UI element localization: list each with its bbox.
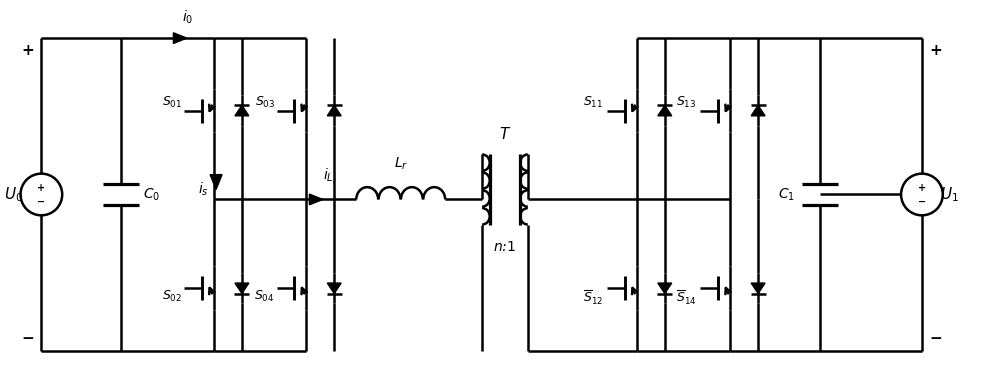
Polygon shape: [658, 283, 672, 293]
Polygon shape: [309, 194, 323, 205]
Polygon shape: [327, 105, 341, 116]
Text: $n$:$1$: $n$:$1$: [493, 240, 517, 254]
Circle shape: [901, 174, 943, 215]
Text: $i_s$: $i_s$: [198, 181, 209, 198]
Text: $U_1$: $U_1$: [940, 185, 959, 204]
Text: −: −: [918, 196, 926, 206]
Text: −: −: [929, 332, 942, 346]
Polygon shape: [210, 175, 222, 189]
Text: $i_0$: $i_0$: [182, 9, 193, 26]
Polygon shape: [235, 283, 249, 293]
Text: $S_{02}$: $S_{02}$: [162, 289, 182, 304]
Text: $S_{01}$: $S_{01}$: [162, 95, 183, 110]
Text: $C_0$: $C_0$: [143, 186, 160, 203]
Text: −: −: [21, 332, 34, 346]
Text: $C_1$: $C_1$: [778, 186, 795, 203]
Polygon shape: [751, 283, 765, 293]
Polygon shape: [235, 105, 249, 116]
Text: $S_{04}$: $S_{04}$: [254, 289, 275, 304]
Text: $\overline{S}_{12}$: $\overline{S}_{12}$: [583, 289, 603, 307]
Polygon shape: [751, 105, 765, 116]
Text: $U_0$: $U_0$: [4, 185, 23, 204]
Polygon shape: [173, 33, 187, 44]
Text: $S_{03}$: $S_{03}$: [255, 95, 275, 110]
Text: $i_{L_r}$: $i_{L_r}$: [323, 167, 337, 186]
Circle shape: [21, 174, 62, 215]
Text: $S_{11}$: $S_{11}$: [583, 95, 603, 110]
Text: +: +: [21, 42, 34, 58]
Text: $T$: $T$: [499, 126, 511, 142]
Text: +: +: [918, 183, 926, 193]
Text: +: +: [929, 42, 942, 58]
Text: −: −: [37, 196, 45, 206]
Text: +: +: [37, 183, 45, 193]
Polygon shape: [658, 105, 672, 116]
Polygon shape: [327, 283, 341, 293]
Text: $\overline{S}_{14}$: $\overline{S}_{14}$: [676, 289, 697, 307]
Text: $L_r$: $L_r$: [394, 155, 408, 172]
Text: $S_{13}$: $S_{13}$: [676, 95, 697, 110]
